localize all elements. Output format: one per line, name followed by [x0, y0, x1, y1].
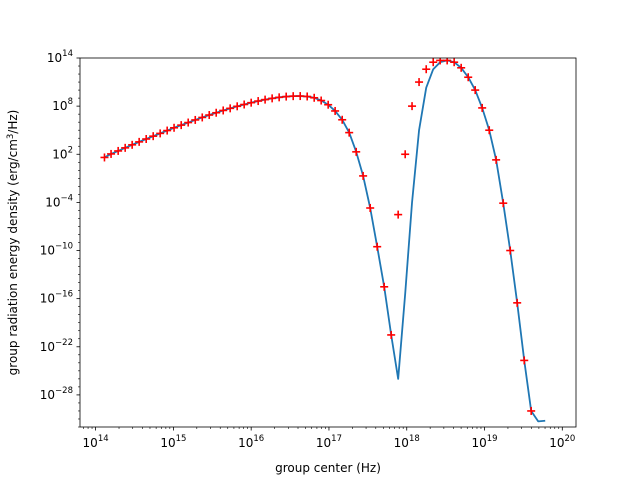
- data-point: [520, 356, 529, 365]
- data-point: [380, 282, 389, 291]
- data-point: [142, 134, 151, 143]
- y-axis-label-main: group radiation energy density (erg/cm: [6, 139, 20, 375]
- data-point: [219, 106, 228, 115]
- plot-series: [100, 58, 546, 423]
- data-point: [513, 298, 522, 307]
- data-point: [226, 104, 235, 113]
- data-point: [156, 129, 165, 138]
- data-point: [527, 406, 536, 415]
- plot-area: [100, 58, 546, 423]
- y-tick-label: 10−28: [40, 386, 73, 402]
- data-point: [240, 100, 249, 109]
- data-point: [436, 58, 445, 65]
- x-tick-label: 1019: [471, 434, 497, 450]
- data-point: [128, 140, 137, 149]
- data-point: [450, 58, 459, 67]
- data-point: [401, 150, 410, 159]
- y-axis-label-sup: 3: [6, 134, 16, 139]
- data-point: [345, 128, 354, 137]
- x-tick-label: 1016: [238, 434, 264, 450]
- y-tick-label: 10−22: [40, 338, 73, 354]
- data-point: [114, 146, 123, 155]
- x-tick-label: 1020: [549, 434, 575, 450]
- data-point: [107, 149, 116, 158]
- data-point: [408, 102, 417, 111]
- data-point: [289, 92, 298, 101]
- data-point: [471, 86, 480, 95]
- data-point: [177, 121, 186, 130]
- data-point: [261, 95, 270, 104]
- x-axis-ticks: 1014 1015 1016 1017 1018 1019 1020: [83, 427, 575, 450]
- y-tick-label: 10−10: [40, 242, 73, 258]
- data-point: [492, 155, 501, 164]
- data-point: [233, 102, 242, 111]
- x-tick-label: 1018: [394, 434, 420, 450]
- x-axis-label: group center (Hz): [275, 461, 381, 475]
- y-axis-label: group radiation energy density (erg/cm3/…: [6, 110, 20, 376]
- data-point: [443, 58, 452, 65]
- data-point: [457, 63, 466, 72]
- data-point: [422, 65, 431, 74]
- data-point: [198, 113, 207, 122]
- y-tick-label: 108: [52, 97, 73, 113]
- data-point: [331, 106, 340, 115]
- data-point: [366, 203, 375, 212]
- axes-frame: [79, 57, 577, 428]
- data-point: [163, 126, 172, 135]
- data-point: [135, 137, 144, 146]
- data-point: [478, 103, 487, 112]
- data-point: [100, 153, 109, 162]
- series-line: [104, 59, 546, 423]
- data-point: [429, 58, 438, 67]
- y-tick-label: 1014: [47, 49, 73, 65]
- data-point: [394, 210, 403, 219]
- data-point: [464, 73, 473, 82]
- data-point: [324, 100, 333, 109]
- data-point: [296, 92, 305, 101]
- data-point: [149, 132, 158, 141]
- data-point: [310, 93, 319, 102]
- data-point: [205, 111, 214, 120]
- data-point: [282, 92, 291, 101]
- data-point: [275, 93, 284, 102]
- x-tick-label: 1014: [83, 434, 109, 450]
- data-point: [247, 98, 256, 107]
- y-axis-label-tail: /Hz): [6, 110, 20, 134]
- data-point: [499, 199, 508, 208]
- data-point: [359, 171, 368, 180]
- data-point: [352, 147, 361, 156]
- data-point: [121, 143, 130, 152]
- x-tick-label: 1015: [160, 434, 186, 450]
- y-tick-label: 10−4: [45, 193, 73, 209]
- data-point: [415, 78, 424, 87]
- data-point: [184, 118, 193, 127]
- data-point: [170, 123, 179, 132]
- data-point: [317, 96, 326, 105]
- data-point: [191, 115, 200, 124]
- y-tick-label: 102: [52, 145, 73, 161]
- data-point: [268, 94, 277, 103]
- data-point: [338, 115, 347, 124]
- data-point: [212, 108, 221, 117]
- data-point: [485, 126, 494, 135]
- x-tick-label: 1017: [316, 434, 342, 450]
- data-point: [387, 330, 396, 339]
- data-point: [303, 92, 312, 101]
- y-tick-label: 10−16: [40, 290, 73, 306]
- data-point: [506, 246, 515, 255]
- data-point: [254, 97, 263, 106]
- data-point: [373, 242, 382, 251]
